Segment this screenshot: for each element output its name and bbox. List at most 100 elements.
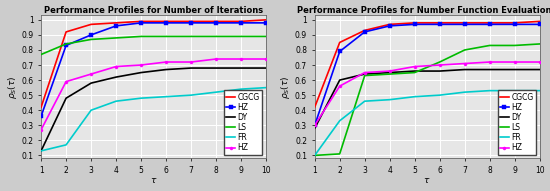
LS bbox=[536, 43, 543, 45]
CGCG bbox=[138, 20, 144, 23]
DY bbox=[536, 68, 543, 71]
HZ bbox=[486, 61, 493, 63]
HZ bbox=[263, 58, 270, 60]
FR bbox=[361, 100, 368, 102]
HZ bbox=[311, 124, 318, 126]
HZ bbox=[486, 23, 493, 26]
HZ bbox=[188, 22, 194, 24]
LS bbox=[88, 38, 95, 40]
DY bbox=[138, 71, 144, 74]
LS bbox=[311, 154, 318, 157]
DY bbox=[361, 73, 368, 75]
HZ bbox=[436, 23, 443, 26]
CGCG bbox=[88, 23, 95, 26]
FR bbox=[387, 99, 393, 101]
DY bbox=[461, 68, 468, 71]
DY bbox=[188, 67, 194, 69]
CGCG bbox=[536, 20, 543, 23]
CGCG bbox=[311, 106, 318, 108]
Legend: CGCG, HZ, DY, LS, FR, HZ: CGCG, HZ, DY, LS, FR, HZ bbox=[498, 90, 536, 155]
FR bbox=[63, 144, 69, 146]
DY bbox=[38, 150, 45, 152]
CGCG bbox=[461, 22, 468, 24]
DY bbox=[411, 70, 418, 72]
HZ bbox=[461, 62, 468, 65]
X-axis label: $\tau$: $\tau$ bbox=[150, 176, 157, 185]
Line: HZ: HZ bbox=[313, 61, 541, 127]
HZ bbox=[238, 22, 244, 24]
DY bbox=[512, 68, 518, 71]
LS bbox=[387, 73, 393, 75]
HZ bbox=[63, 44, 69, 47]
LS bbox=[337, 153, 343, 155]
HZ bbox=[387, 70, 393, 72]
Legend: CGCG, HZ, DY, LS, FR, HZ: CGCG, HZ, DY, LS, FR, HZ bbox=[224, 90, 262, 155]
FR bbox=[163, 96, 169, 98]
LS bbox=[138, 35, 144, 38]
Y-axis label: $\rho_S(\tau)$: $\rho_S(\tau)$ bbox=[6, 75, 19, 99]
DY bbox=[63, 97, 69, 99]
X-axis label: $\tau$: $\tau$ bbox=[424, 176, 431, 185]
LS bbox=[263, 35, 270, 38]
FR bbox=[512, 90, 518, 92]
CGCG bbox=[163, 20, 169, 23]
Line: FR: FR bbox=[315, 91, 540, 155]
HZ bbox=[536, 61, 543, 63]
CGCG bbox=[512, 22, 518, 24]
Title: Performance Profiles for Number of Iterations: Performance Profiles for Number of Itera… bbox=[44, 6, 263, 15]
HZ bbox=[436, 64, 443, 66]
CGCG bbox=[486, 22, 493, 24]
Line: FR: FR bbox=[41, 88, 266, 151]
HZ bbox=[113, 65, 119, 68]
Line: LS: LS bbox=[315, 44, 540, 155]
HZ bbox=[163, 61, 169, 63]
LS bbox=[188, 35, 194, 38]
HZ bbox=[361, 71, 368, 74]
DY bbox=[88, 82, 95, 84]
DY bbox=[163, 68, 169, 71]
Line: HZ: HZ bbox=[313, 23, 541, 127]
HZ bbox=[138, 64, 144, 66]
DY bbox=[113, 76, 119, 78]
HZ bbox=[311, 124, 318, 126]
CGCG bbox=[188, 20, 194, 23]
HZ bbox=[138, 22, 144, 24]
HZ bbox=[113, 25, 119, 27]
CGCG bbox=[361, 29, 368, 32]
FR bbox=[88, 109, 95, 111]
HZ bbox=[536, 23, 543, 26]
Line: CGCG: CGCG bbox=[41, 20, 266, 107]
CGCG bbox=[337, 41, 343, 44]
DY bbox=[213, 67, 219, 69]
HZ bbox=[512, 61, 518, 63]
HZ bbox=[213, 22, 219, 24]
DY bbox=[387, 71, 393, 74]
LS bbox=[63, 43, 69, 45]
CGCG bbox=[213, 20, 219, 23]
HZ bbox=[88, 73, 95, 75]
LS bbox=[238, 35, 244, 38]
HZ bbox=[512, 23, 518, 26]
FR bbox=[536, 90, 543, 92]
FR bbox=[238, 88, 244, 90]
FR bbox=[436, 94, 443, 96]
FR bbox=[213, 91, 219, 93]
HZ bbox=[411, 65, 418, 68]
CGCG bbox=[411, 22, 418, 24]
DY bbox=[486, 68, 493, 71]
HZ bbox=[238, 58, 244, 60]
CGCG bbox=[113, 22, 119, 24]
HZ bbox=[337, 85, 343, 87]
Line: CGCG: CGCG bbox=[315, 21, 540, 107]
HZ bbox=[361, 31, 368, 33]
FR bbox=[311, 154, 318, 157]
Y-axis label: $\rho_S(\tau)$: $\rho_S(\tau)$ bbox=[279, 75, 292, 99]
LS bbox=[486, 44, 493, 47]
LS bbox=[213, 35, 219, 38]
CGCG bbox=[263, 19, 270, 21]
DY bbox=[337, 79, 343, 81]
HZ bbox=[411, 23, 418, 26]
DY bbox=[311, 127, 318, 129]
HZ bbox=[188, 61, 194, 63]
HZ bbox=[163, 22, 169, 24]
